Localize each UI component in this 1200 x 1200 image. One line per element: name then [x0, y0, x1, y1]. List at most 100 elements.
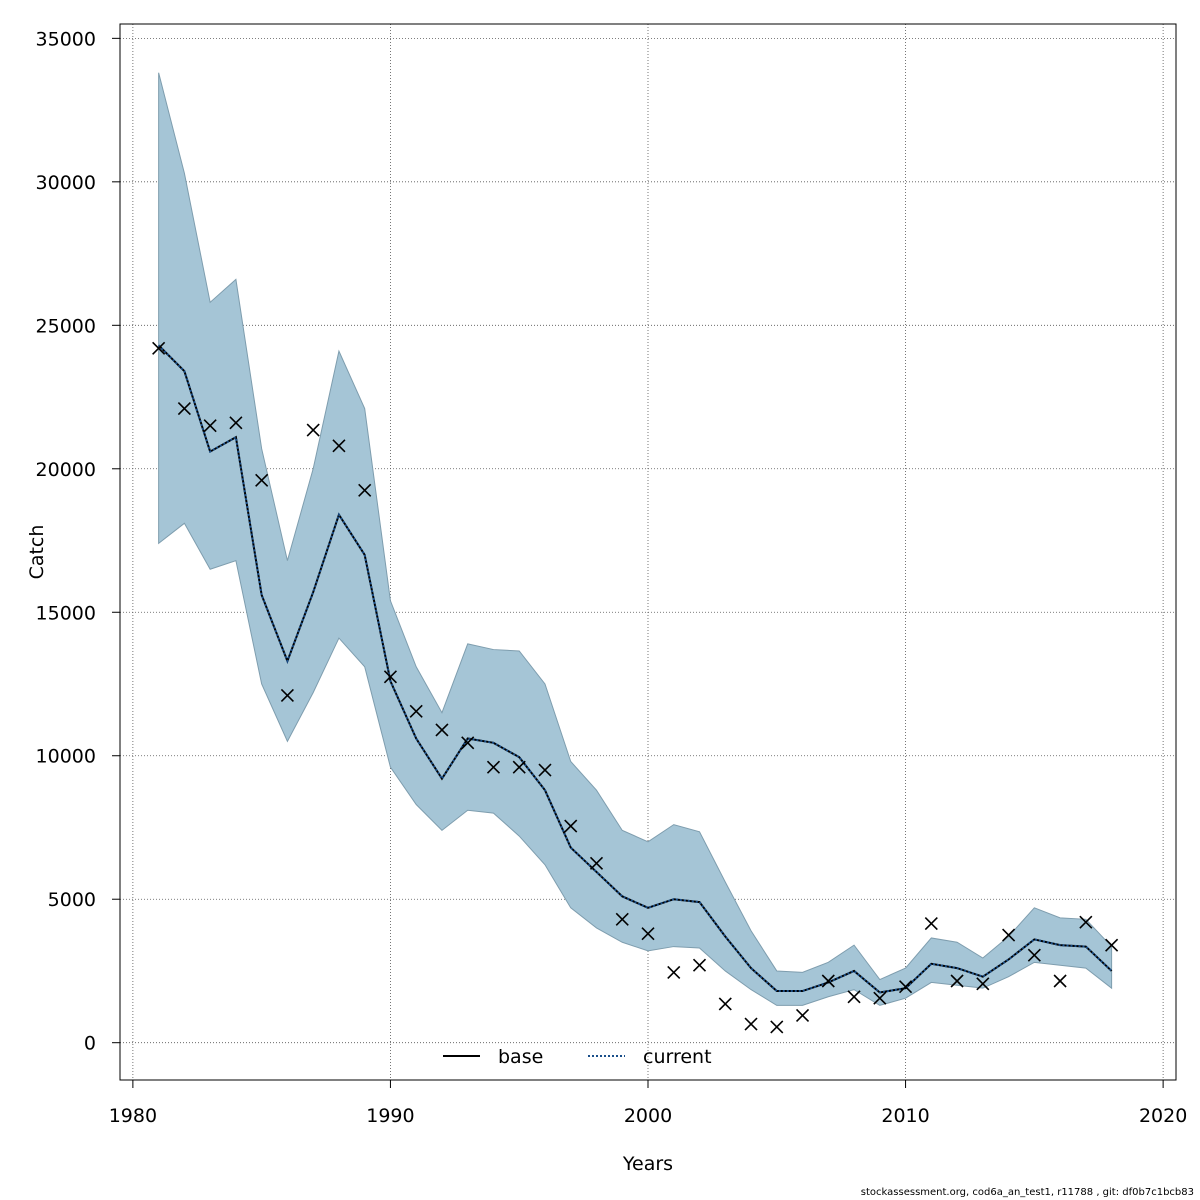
observation-stroke	[718, 997, 732, 1011]
observation-stroke	[589, 856, 604, 870]
observation-point	[306, 423, 320, 437]
observation-point	[1027, 948, 1041, 962]
observation-point	[409, 704, 423, 718]
observation-point	[512, 760, 526, 774]
observation-stroke	[1027, 948, 1041, 962]
observation-point	[950, 974, 964, 988]
observation-stroke	[409, 704, 423, 718]
x-tick-label: 1990	[366, 1105, 414, 1127]
y-tick-label: 35000	[36, 28, 96, 50]
observation-point	[177, 401, 191, 416]
x-tick-label: 2010	[881, 1105, 929, 1127]
x-axis-title: Years	[622, 1153, 673, 1175]
observation-stroke	[306, 423, 320, 437]
observation-stroke	[332, 439, 346, 453]
observation-stroke	[1002, 928, 1016, 942]
observation-stroke	[358, 483, 372, 497]
observation-point	[641, 927, 655, 941]
observation-point	[538, 763, 552, 777]
observation-stroke	[280, 688, 294, 703]
y-tick-label: 30000	[36, 172, 96, 194]
observation-stroke	[538, 763, 552, 777]
observation-stroke	[898, 980, 913, 994]
observation-point	[461, 736, 475, 750]
observation-stroke	[770, 1020, 784, 1034]
observation-stroke	[821, 974, 835, 988]
y-tick-label: 20000	[36, 459, 96, 481]
observation-stroke	[641, 927, 655, 941]
series-lines	[157, 344, 1113, 994]
observation-stroke	[667, 965, 681, 979]
confidence-band	[158, 72, 1113, 1006]
observation-stroke	[435, 723, 449, 737]
observation-stroke	[795, 1008, 810, 1023]
confidence-band-area	[158, 72, 1113, 1006]
observation-point	[332, 439, 346, 453]
axes: 1980 1990 2000 2010 2020 0 5000 10000 15000 20000…	[36, 28, 1188, 1127]
observation-point	[383, 670, 398, 684]
observation-stroke	[229, 416, 243, 430]
legend-label-base: base	[498, 1046, 543, 1068]
x-tick-label: 2000	[624, 1105, 672, 1127]
observation-point	[744, 1017, 758, 1031]
observation-stroke	[383, 670, 398, 684]
observation-stroke	[615, 912, 629, 926]
observation-point	[1053, 974, 1067, 988]
series-line-current	[157, 344, 1113, 994]
y-axis-title: Catch	[26, 525, 48, 580]
observation-point	[203, 419, 217, 433]
observation-point	[358, 483, 372, 497]
observation-point	[486, 760, 501, 774]
observation-stroke	[744, 1017, 758, 1031]
observation-point	[847, 990, 861, 1004]
observation-stroke	[486, 760, 501, 774]
observation-point	[976, 977, 990, 991]
observation-point	[795, 1008, 810, 1023]
observation-stroke	[203, 419, 217, 433]
observation-point	[692, 958, 707, 972]
observation-point	[280, 688, 294, 703]
observation-stroke	[950, 974, 964, 988]
observation-stroke	[924, 917, 938, 931]
observation-stroke	[1053, 974, 1067, 988]
observation-stroke	[255, 473, 269, 487]
x-tick-label: 1980	[109, 1105, 157, 1127]
observation-stroke	[152, 341, 166, 355]
legend-label-current: current	[643, 1046, 712, 1068]
observation-point	[564, 819, 578, 833]
legend: base current	[443, 1046, 712, 1068]
observation-stroke	[1079, 915, 1093, 929]
observation-markers	[152, 341, 1119, 1034]
observation-point	[589, 856, 604, 870]
y-tick-label: 10000	[36, 746, 96, 768]
y-tick-label: 25000	[36, 315, 96, 337]
observation-point	[898, 980, 913, 994]
observation-stroke	[177, 401, 191, 416]
observation-point	[229, 416, 243, 430]
observation-point	[718, 997, 732, 1011]
observation-stroke	[847, 990, 861, 1004]
y-tick-label: 5000	[48, 889, 96, 911]
x-tick-label: 2020	[1139, 1105, 1187, 1127]
observation-stroke	[1105, 938, 1119, 952]
observation-point	[873, 991, 887, 1005]
observation-stroke	[692, 958, 707, 972]
observation-point	[821, 974, 835, 988]
observation-stroke	[564, 819, 578, 833]
observation-point	[924, 917, 938, 931]
observation-stroke	[873, 991, 887, 1005]
observation-point	[1079, 915, 1093, 929]
observation-point	[1105, 938, 1119, 952]
observation-point	[255, 473, 269, 487]
observation-point	[152, 341, 166, 355]
observation-point	[615, 912, 629, 926]
footer-credit: stockassessment.org, cod6a_an_test1, r11…	[860, 1187, 1194, 1198]
y-tick-label: 15000	[36, 602, 96, 624]
observation-point	[1002, 928, 1016, 942]
observation-point	[435, 723, 449, 737]
observation-point	[667, 965, 681, 979]
observation-stroke	[461, 736, 475, 750]
y-tick-label: 0	[84, 1033, 96, 1055]
observation-stroke	[976, 977, 990, 991]
